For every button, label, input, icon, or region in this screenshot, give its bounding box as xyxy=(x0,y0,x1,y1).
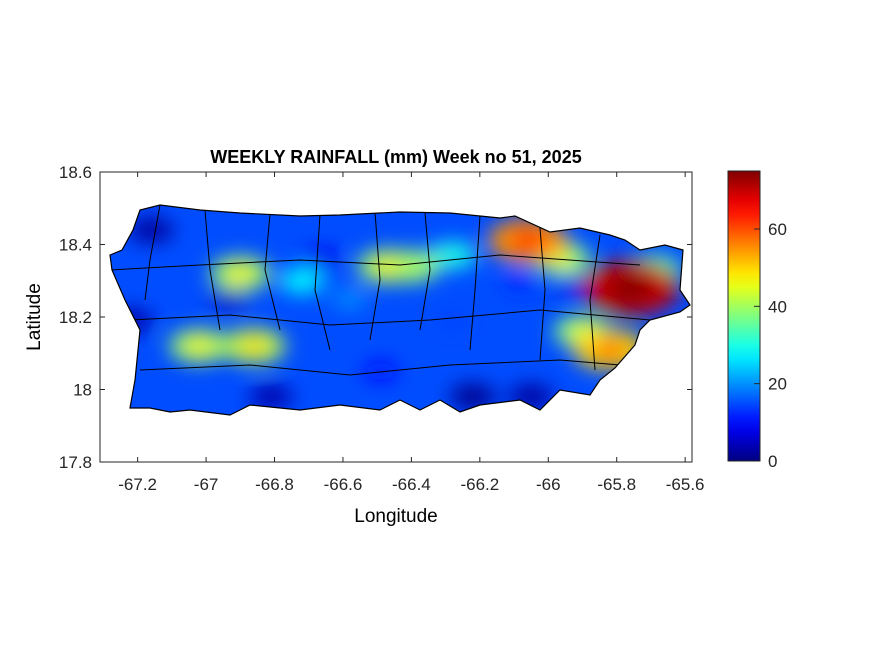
colorbar-tick-label: 0 xyxy=(768,452,777,471)
rainfall-sample xyxy=(303,248,342,270)
colorbar-ticks: 0 20 40 60 xyxy=(754,220,787,471)
x-tick-label: -66.2 xyxy=(460,475,499,494)
colorbar xyxy=(727,170,761,462)
chart-title: WEEKLY RAINFALL (mm) Week no 51, 2025 xyxy=(210,147,581,167)
rainfall-sample xyxy=(128,217,174,243)
rainfall-sample xyxy=(428,242,477,269)
x-tick-label: -65.8 xyxy=(597,475,636,494)
y-axis: 17.8 18 18.2 18.4 18.6 xyxy=(59,163,692,472)
municipality-border xyxy=(419,212,431,331)
rainfall-sample xyxy=(209,287,251,311)
rainfall-sample xyxy=(279,268,325,294)
municipality-borders xyxy=(110,205,651,376)
municipality-border xyxy=(469,215,481,351)
rainfall-core xyxy=(226,265,254,282)
y-tick-label: 18.6 xyxy=(59,163,92,182)
x-axis: -67.2 -67 -66.8 -66.6 -66.4 -66.2 -66 -65.8 -65.… xyxy=(118,172,705,494)
y-axis-label: Latitude xyxy=(24,283,45,351)
rainfall-sample xyxy=(504,271,538,290)
municipality-border xyxy=(264,213,281,331)
x-tick-label: -67 xyxy=(194,475,219,494)
x-tick-label: -66.4 xyxy=(392,475,431,494)
municipality-border xyxy=(204,209,221,331)
rainfall-field xyxy=(110,205,690,415)
colorbar-tick-label: 60 xyxy=(768,220,787,239)
rainfall-sample xyxy=(363,361,399,382)
municipality-border xyxy=(314,214,331,351)
x-tick-label: -66.6 xyxy=(324,475,363,494)
municipality-border xyxy=(144,205,161,301)
rainfall-sample xyxy=(449,383,497,410)
x-tick-label: -66 xyxy=(536,475,561,494)
y-tick-label: 18 xyxy=(73,381,92,400)
municipality-border xyxy=(139,359,621,376)
municipality-border xyxy=(110,254,641,271)
municipality-border xyxy=(539,227,546,361)
colorbar-tick-label: 20 xyxy=(768,375,787,394)
x-tick-label: -67.2 xyxy=(118,475,157,494)
rainfall-core xyxy=(608,274,653,302)
y-tick-label: 17.8 xyxy=(59,453,92,472)
municipality-border xyxy=(589,234,601,371)
x-tick-label: -66.8 xyxy=(255,475,294,494)
rainfall-core xyxy=(240,337,268,355)
rainfall-core xyxy=(510,229,546,252)
rainfall-core xyxy=(593,339,627,360)
x-tick-label: -65.6 xyxy=(666,475,705,494)
rainfall-core xyxy=(185,337,213,355)
municipality-border xyxy=(369,211,381,341)
x-axis-label: Longitude xyxy=(354,506,437,527)
rainfall-sample xyxy=(249,384,294,409)
field-background xyxy=(110,205,690,415)
rainfall-core xyxy=(374,257,401,275)
coastline xyxy=(109,204,691,416)
rainfall-sample xyxy=(437,312,468,329)
rainfall-sample xyxy=(332,289,368,309)
colorbar-tick-label: 40 xyxy=(768,297,787,316)
municipality-border xyxy=(129,309,651,326)
y-tick-label: 18.2 xyxy=(59,308,92,327)
y-tick-label: 18.4 xyxy=(59,236,92,255)
